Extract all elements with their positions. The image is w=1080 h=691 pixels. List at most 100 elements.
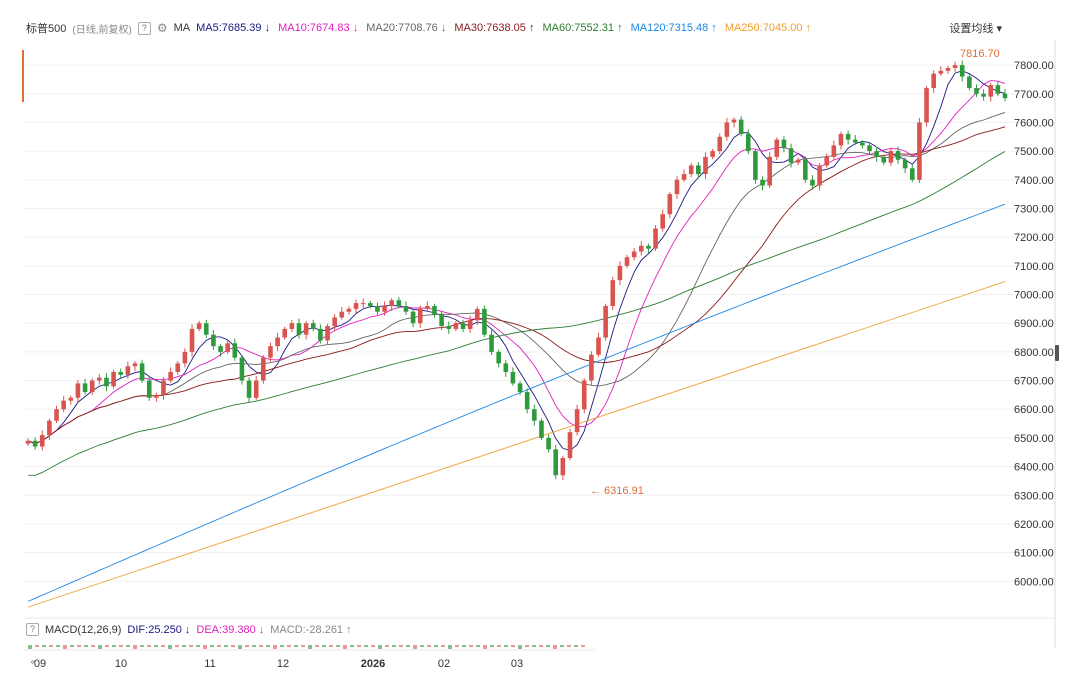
ma-legend-item: MA60:7552.31 ↑: [542, 22, 623, 34]
macd-bar: [280, 645, 284, 647]
candle-body: [261, 357, 266, 381]
macd-dif: DIF:25.250 ↓: [127, 623, 191, 636]
candle-body: [881, 156, 887, 163]
price-tick-label: 7400.00: [1014, 175, 1054, 187]
macd-bar: [63, 645, 67, 649]
price-tick-label: 6900.00: [1014, 318, 1054, 330]
candle-body: [988, 85, 994, 97]
macd-bar: [336, 645, 340, 647]
candle-body: [931, 73, 936, 89]
candle-body: [560, 457, 566, 476]
candle-body: [810, 179, 815, 186]
candle-body: [831, 145, 837, 157]
macd-bar: [119, 645, 123, 647]
candle-body: [417, 308, 423, 324]
macd-bar: [553, 645, 557, 649]
time-tick-label: 10: [115, 658, 127, 670]
candle-body: [460, 323, 466, 329]
macd-bar: [168, 645, 172, 649]
candle-body: [396, 300, 402, 306]
candle-body: [888, 151, 894, 163]
ma-legend: 标普500 (日线,前复权) ? ⚙ MA MA5:7685.39 ↓ MA10:…: [26, 18, 811, 38]
macd-bar: [455, 645, 459, 647]
candle-body: [995, 85, 1001, 94]
candle-body: [703, 156, 708, 175]
macd-bar: [84, 645, 88, 647]
macd-bar: [56, 645, 60, 647]
candle-body: [154, 394, 159, 398]
candle-body: [546, 437, 551, 450]
ma60-line: [27, 151, 1006, 476]
price-tick-label: 6400.00: [1014, 462, 1054, 474]
ma-legend-item: MA120:7315.48 ↑: [630, 22, 717, 34]
macd-bar: [504, 645, 508, 647]
candle-body: [667, 194, 673, 215]
set-ma-button[interactable]: 设置均线 ▾: [949, 23, 1002, 35]
price-tick-label: 7200.00: [1014, 232, 1054, 244]
price-tick-label: 7500.00: [1014, 146, 1054, 158]
candle-body: [375, 305, 380, 312]
candle-body: [496, 351, 501, 364]
candle-body: [54, 409, 59, 421]
macd-bar: [329, 645, 333, 647]
macd-bar: [189, 645, 193, 647]
macd-bar: [574, 645, 578, 647]
macd-bar: [497, 645, 501, 647]
macd-bar: [413, 645, 417, 649]
price-tick-label: 6100.00: [1014, 548, 1054, 560]
macd-help-icon[interactable]: ?: [26, 623, 39, 636]
candle-body: [638, 245, 644, 252]
candle-body: [432, 305, 437, 315]
candle-body: [246, 380, 252, 398]
candle-body: [275, 337, 280, 347]
ma-legend-item: MA10:7674.83 ↓: [278, 22, 359, 34]
macd-bar: [252, 645, 256, 647]
macd-bar: [476, 645, 480, 647]
candle-body: [653, 228, 658, 249]
scroll-handle[interactable]: [1055, 345, 1059, 361]
price-tick-label: 6200.00: [1014, 519, 1054, 531]
price-tick-label: 6500.00: [1014, 433, 1054, 445]
price-tick-label: 7100.00: [1014, 261, 1054, 273]
candle-body: [282, 328, 288, 338]
scroll-left-icon: «: [30, 657, 36, 668]
macd-bar: [560, 645, 564, 647]
candle-body: [232, 343, 238, 358]
price-tick-label: 6800.00: [1014, 347, 1054, 359]
candle-body: [539, 420, 544, 438]
macd-value: MACD:-28.261 ↑: [270, 623, 352, 636]
candle-body: [574, 409, 580, 433]
macd-bar: [266, 645, 270, 647]
candle-body: [111, 371, 116, 387]
time-tick-label: 09: [34, 658, 46, 670]
candle-body: [803, 159, 808, 180]
macd-bar: [518, 645, 522, 649]
candle-body: [967, 76, 972, 89]
gear-icon[interactable]: ⚙: [156, 21, 168, 35]
candle-body: [696, 165, 701, 175]
candle-body: [32, 440, 38, 447]
candle-body: [218, 346, 223, 352]
macd-dea: DEA:39.380 ↓: [196, 623, 265, 636]
macd-bar: [70, 645, 74, 647]
macd-bar: [273, 645, 277, 649]
price-tick-label: 7600.00: [1014, 117, 1054, 129]
macd-bar: [140, 645, 144, 647]
macd-bar: [441, 645, 445, 647]
candle-body: [132, 363, 138, 367]
price-axis: 7800.00 7700.00 7600.00 7500.00 7400.00 7300.…: [1014, 60, 1054, 588]
macd-bar: [126, 645, 130, 647]
macd-bar: [154, 645, 158, 647]
candle-body: [909, 168, 915, 180]
macd-bar: [308, 645, 312, 649]
candle-body: [175, 363, 181, 372]
candle-body: [489, 334, 494, 352]
candle-body: [389, 300, 395, 306]
macd-bar: [224, 645, 228, 647]
candle-body: [104, 377, 109, 387]
macd-bar: [350, 645, 354, 647]
macd-bar: [420, 645, 424, 647]
help-icon[interactable]: ?: [137, 21, 151, 35]
candle-body: [353, 303, 359, 309]
